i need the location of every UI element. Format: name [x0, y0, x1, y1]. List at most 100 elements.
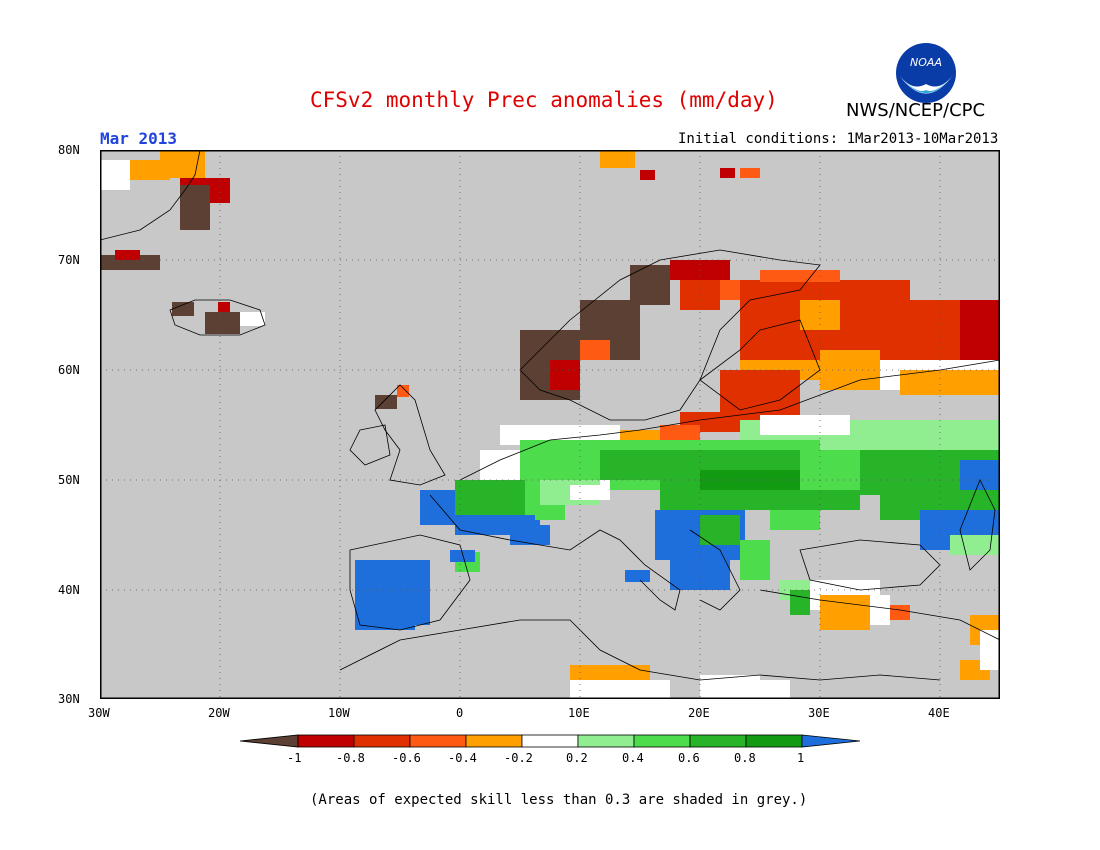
anomaly-cell	[540, 525, 550, 545]
colorbar-label: 0.8	[734, 751, 756, 765]
lon-label-10e: 10E	[568, 706, 590, 720]
anomaly-cell	[980, 630, 1000, 670]
coastline	[99, 149, 201, 241]
anomaly-cell	[550, 360, 580, 390]
anomaly-cell	[760, 270, 840, 282]
anomaly-cell	[820, 595, 870, 630]
anomaly-cell	[450, 550, 475, 562]
anomaly-cell	[180, 185, 210, 230]
anomaly-cell	[800, 300, 840, 330]
coastline	[349, 534, 471, 631]
colorbar-swatch	[297, 734, 355, 748]
anomaly-cell	[960, 300, 1000, 360]
lat-label-60n: 60N	[58, 363, 80, 377]
anomaly-cell	[660, 425, 700, 440]
anomaly-cell	[205, 312, 240, 334]
lon-label-40e: 40E	[928, 706, 950, 720]
coastline	[169, 299, 266, 336]
coastline	[799, 539, 941, 591]
colorbar-swatch	[633, 734, 691, 748]
coastline	[699, 319, 821, 411]
colorbar-swatch	[353, 734, 411, 748]
anomaly-cell	[760, 415, 850, 435]
anomaly-cell	[700, 675, 760, 699]
coastline	[459, 359, 1001, 481]
colorbar-label: -0.2	[504, 751, 533, 765]
anomaly-cell	[570, 485, 600, 500]
colorbar-swatch	[577, 734, 635, 748]
anomaly-cell	[580, 340, 610, 360]
skill-footnote: (Areas of expected skill less than 0.3 a…	[310, 792, 808, 808]
lon-label-30w: 30W	[88, 706, 110, 720]
coastline	[759, 589, 1001, 641]
anomaly-cell	[890, 605, 910, 620]
lon-label-20e: 20E	[688, 706, 710, 720]
coastline	[519, 249, 821, 421]
anomaly-cell	[630, 265, 670, 305]
coastline	[429, 494, 681, 611]
colorbar-swatch	[465, 734, 523, 748]
colorbar-label: -0.8	[336, 751, 365, 765]
colorbar-arrow-low	[239, 734, 299, 748]
colorbar-label: 0.2	[566, 751, 588, 765]
anomaly-cell	[700, 515, 740, 545]
lat-label-80n: 80N	[58, 143, 80, 157]
lon-label-30e: 30E	[808, 706, 830, 720]
lat-label-40n: 40N	[58, 583, 80, 597]
anomaly-cell	[625, 570, 650, 582]
coastlines	[99, 149, 1001, 681]
colorbar	[238, 733, 862, 757]
anomaly-cell	[790, 590, 810, 615]
colorbar-swatch	[745, 734, 803, 748]
lon-label-20w: 20W	[208, 706, 230, 720]
anomaly-cell	[760, 680, 790, 699]
lon-label-0: 0	[456, 706, 464, 720]
noaa-logo: NOAA	[895, 42, 957, 104]
anomaly-cell	[172, 302, 194, 316]
anomaly-cell	[740, 540, 770, 580]
anomaly-cell	[420, 490, 460, 525]
anomaly-cell	[115, 250, 140, 260]
lon-label-10w: 10W	[328, 706, 350, 720]
grid-lines	[100, 150, 1000, 699]
logo-text: NOAA	[910, 56, 942, 69]
colorbar-label: -0.4	[448, 751, 477, 765]
anomaly-cell	[720, 168, 735, 178]
anomaly-cell	[770, 510, 820, 530]
colorbar-label: -1	[287, 751, 302, 765]
colorbar-arrow-high	[801, 734, 861, 748]
colorbar-label: 0.4	[622, 751, 644, 765]
anomaly-cell	[570, 680, 670, 699]
coastline	[959, 479, 996, 571]
anomaly-cell	[455, 480, 525, 520]
map-title: CFSv2 monthly Prec anomalies (mm/day)	[310, 88, 778, 112]
colorbar-label: 1	[797, 751, 805, 765]
coastline	[339, 619, 941, 681]
anomaly-cell	[510, 520, 540, 545]
lat-label-30n: 30N	[58, 692, 80, 706]
anomaly-cell	[240, 312, 265, 326]
colorbar-label: -0.6	[392, 751, 421, 765]
lat-label-50n: 50N	[58, 473, 80, 487]
coastline	[349, 424, 391, 466]
map-frame	[99, 149, 1001, 700]
anomaly-cell	[375, 395, 397, 409]
coastline	[689, 529, 741, 611]
anomaly-cell	[950, 535, 1000, 555]
colorbar-label: 0.6	[678, 751, 700, 765]
anomaly-cell	[900, 370, 1000, 395]
anomaly-cell	[218, 302, 230, 312]
anomaly-cell	[385, 560, 430, 625]
lat-label-70n: 70N	[58, 253, 80, 267]
coastline	[374, 384, 446, 486]
anomaly-cell	[397, 385, 409, 397]
anomaly-cell	[100, 160, 130, 190]
initial-conditions: Initial conditions: 1Mar2013-10Mar2013	[678, 131, 999, 147]
anomaly-cell	[640, 170, 655, 180]
anomaly-cell	[870, 595, 890, 625]
anomaly-map	[99, 149, 1001, 700]
colorbar-swatch	[521, 734, 579, 748]
colorbar-swatch	[689, 734, 747, 748]
anomaly-cell	[700, 470, 800, 490]
colorbar-swatch	[409, 734, 467, 748]
